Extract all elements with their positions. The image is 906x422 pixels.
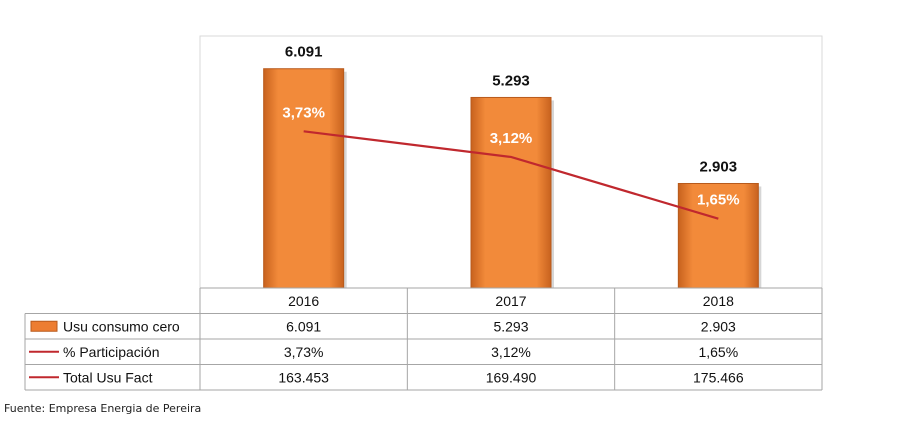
- bar-value-label: 6.091: [285, 44, 323, 61]
- legend-key-bar: [30, 320, 58, 332]
- table-cell: 6.091: [286, 318, 321, 334]
- data-table: 2016 2017 2018 Usu consumo cero 6.091 5.293 2.…: [24, 287, 823, 391]
- table-cell: 5.293: [493, 318, 528, 334]
- bar-value-label: 5.293: [492, 72, 530, 89]
- series-name: % Participación: [63, 344, 160, 360]
- category-label: 2016: [288, 293, 319, 309]
- table-cell: 169.490: [486, 369, 537, 385]
- participacion-label: 1,65%: [697, 192, 740, 209]
- table-cell: 175.466: [693, 369, 744, 385]
- bar-value-label: 2.903: [700, 158, 738, 175]
- series-name: Total Usu Fact: [63, 369, 153, 385]
- series-name: Usu consumo cero: [63, 318, 180, 334]
- plot-area: 6.091 5.293 2.903 3,73% 3,12% 1,65%: [199, 35, 823, 289]
- bar-2017: [470, 96, 552, 289]
- table-cell: 1,65%: [698, 344, 738, 360]
- participacion-line: [303, 130, 719, 220]
- participacion-label: 3,73%: [282, 104, 325, 121]
- source-note: Fuente: Empresa Energia de Pereira: [4, 402, 202, 415]
- table-cell: 3,12%: [491, 344, 531, 360]
- category-label: 2017: [495, 293, 526, 309]
- table-cell: 2.903: [701, 318, 736, 334]
- table-cell: 163.453: [278, 369, 329, 385]
- bar-2016: [263, 68, 345, 289]
- category-label: 2018: [703, 293, 734, 309]
- table-cell: 3,73%: [284, 344, 324, 360]
- participacion-label: 3,12%: [490, 130, 533, 147]
